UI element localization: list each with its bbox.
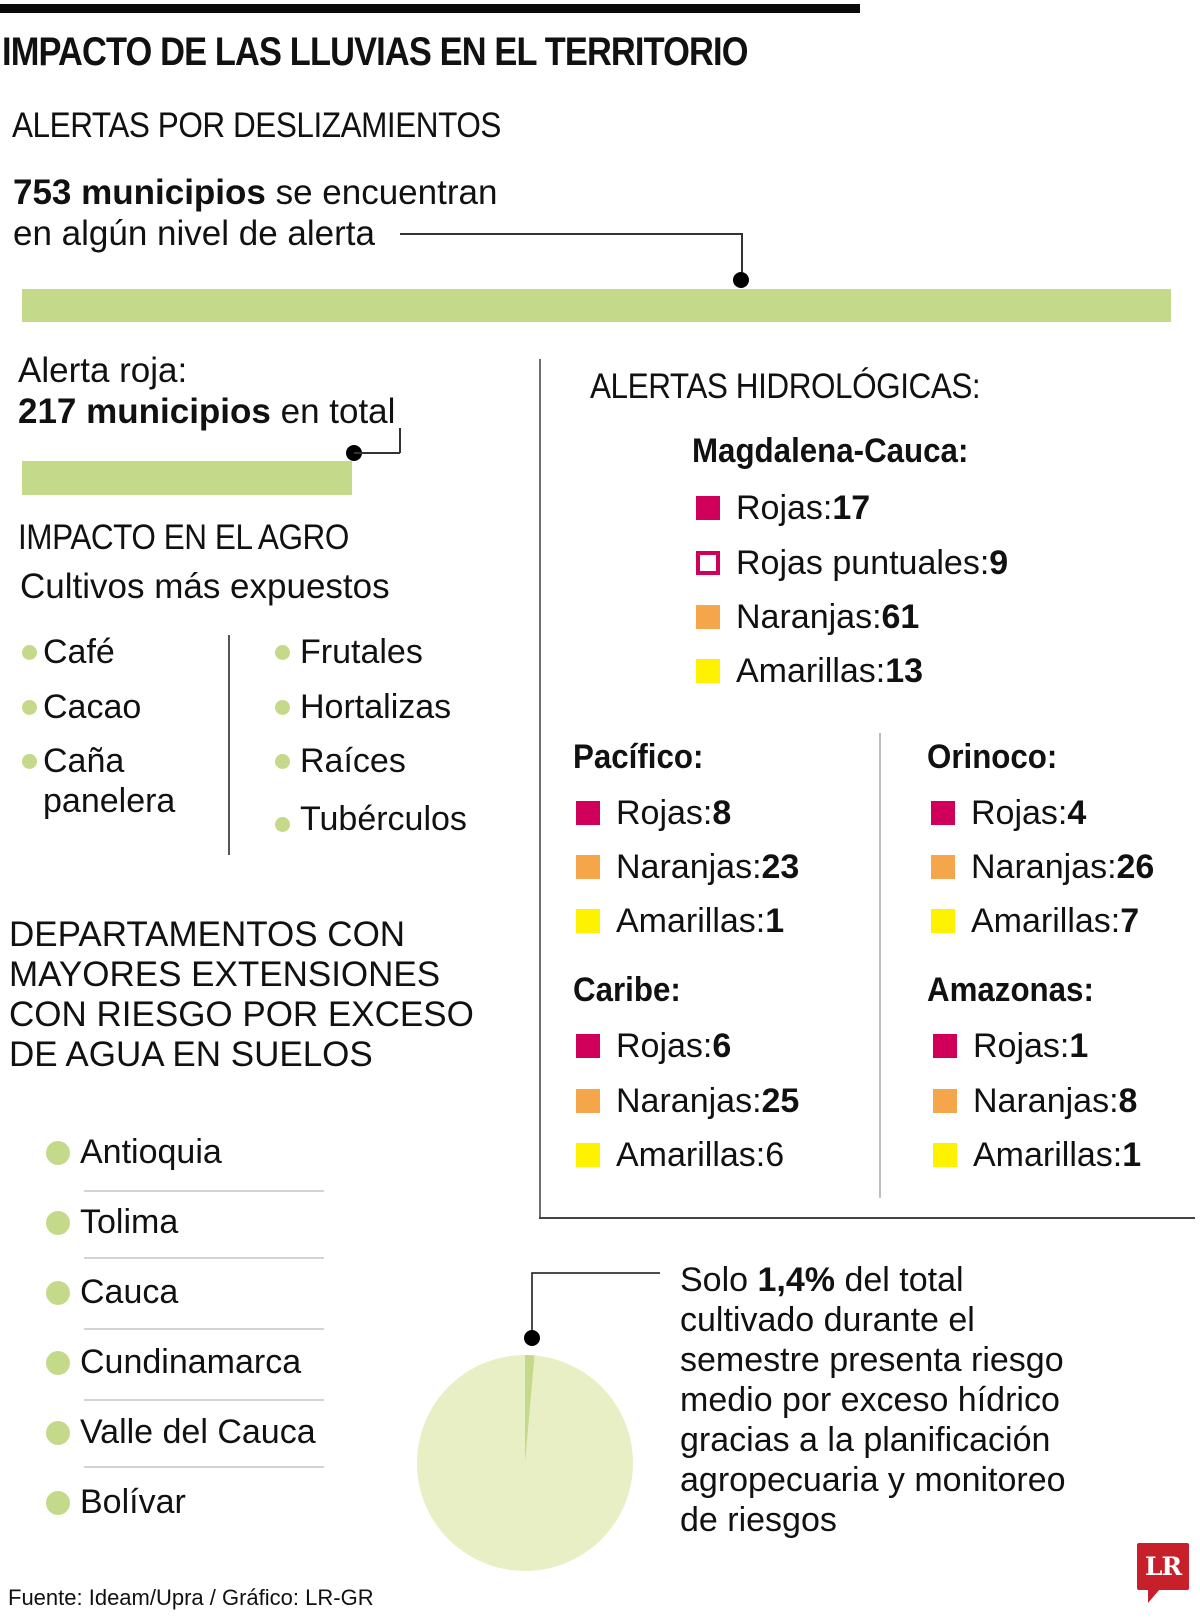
crop-item: Hortalizas bbox=[275, 688, 451, 727]
hydro-box-left-border bbox=[539, 359, 541, 1219]
logo-speech-tail-icon bbox=[1148, 1589, 1160, 1603]
callout-line bbox=[354, 452, 400, 454]
alert-row-rojas: Rojas: 8 bbox=[576, 793, 731, 833]
department-item: Antioquia bbox=[46, 1133, 222, 1172]
yellow-square-icon bbox=[931, 909, 955, 933]
agro-subheading: Cultivos más expuestos bbox=[20, 567, 390, 606]
bullet-icon bbox=[22, 700, 37, 715]
alert-row-amarillas: Amarillas: 1 bbox=[576, 901, 784, 941]
orange-square-icon bbox=[696, 605, 720, 629]
bullet-icon bbox=[275, 700, 290, 715]
alert-row-rojas: Rojas: 6 bbox=[576, 1026, 731, 1066]
region-title-orinoco: Orinoco: bbox=[927, 738, 1058, 776]
alert-row-amarillas: Amarillas: 13 bbox=[696, 651, 923, 691]
landslides-total-line2: en algún nivel de alerta bbox=[13, 214, 375, 253]
department-item: Cauca bbox=[46, 1273, 178, 1312]
landslides-total-value: 753 municipios bbox=[13, 173, 266, 212]
alert-row-amarillas: Amarillas: 6 bbox=[576, 1135, 784, 1175]
lr-logo: LR bbox=[1137, 1543, 1189, 1590]
separator bbox=[84, 1466, 324, 1468]
total-alert-bar bbox=[22, 289, 1171, 322]
alert-row-naranjas: Naranjas: 26 bbox=[931, 847, 1154, 887]
callout-line bbox=[741, 233, 743, 278]
callout-line bbox=[399, 428, 401, 453]
alert-row-naranjas: Naranjas: 8 bbox=[933, 1081, 1137, 1121]
separator bbox=[84, 1328, 324, 1330]
orange-square-icon bbox=[933, 1089, 957, 1113]
red-alert-text: Alerta roja: 217 municipios en total bbox=[18, 351, 396, 431]
region-title-pacifico: Pacífico: bbox=[573, 738, 704, 776]
callout-line bbox=[400, 233, 742, 235]
alert-row-amarillas: Amarillas: 1 bbox=[933, 1135, 1141, 1175]
landslides-heading: ALERTAS POR DESLIZAMIENTOS bbox=[12, 106, 501, 145]
crop-item: Caña bbox=[22, 742, 124, 781]
orange-square-icon bbox=[576, 855, 600, 879]
red-square-icon bbox=[931, 801, 955, 825]
top-rule bbox=[0, 4, 860, 13]
alert-row-rojas: Rojas: 4 bbox=[931, 793, 1086, 833]
department-item: Valle del Cauca bbox=[46, 1413, 316, 1452]
red-square-icon bbox=[933, 1034, 957, 1058]
crop-item: Café bbox=[22, 633, 115, 672]
source-footer: Fuente: Ideam/Upra / Gráfico: LR-GR bbox=[8, 1585, 374, 1610]
hydro-column-divider bbox=[879, 733, 881, 1198]
bullet-icon bbox=[22, 754, 37, 769]
bullet-icon bbox=[46, 1210, 70, 1235]
agro-heading: IMPACTO EN EL AGRO bbox=[18, 518, 349, 557]
alert-row-amarillas: Amarillas: 7 bbox=[931, 901, 1139, 941]
orange-square-icon bbox=[576, 1089, 600, 1113]
bullet-icon bbox=[46, 1350, 70, 1375]
yellow-square-icon bbox=[696, 659, 720, 683]
department-item: Bolívar bbox=[46, 1483, 186, 1522]
department-item: Cundinamarca bbox=[46, 1343, 301, 1382]
departments-heading: DEPARTAMENTOS CON MAYORES EXTENSIONES CO… bbox=[9, 915, 474, 1074]
orange-square-icon bbox=[931, 855, 955, 879]
alert-row-naranjas: Naranjas: 61 bbox=[696, 597, 919, 637]
bullet-icon bbox=[275, 645, 290, 660]
region-title-amazonas: Amazonas: bbox=[927, 971, 1094, 1009]
red-square-icon bbox=[576, 1034, 600, 1058]
crop-risk-pie-chart bbox=[417, 1272, 660, 1571]
hydro-box-bottom-border bbox=[539, 1217, 1195, 1219]
bullet-icon bbox=[275, 754, 290, 769]
region-title-caribe: Caribe: bbox=[573, 971, 681, 1009]
bullet-icon bbox=[46, 1280, 70, 1305]
crops-divider bbox=[228, 635, 230, 855]
bullet-icon bbox=[46, 1490, 70, 1515]
page-title: IMPACTO DE LAS LLUVIAS EN EL TERRITORIO bbox=[2, 30, 748, 74]
red-alert-value: 217 municipios bbox=[18, 392, 271, 431]
red-square-icon bbox=[696, 496, 720, 520]
alert-row-naranjas: Naranjas: 23 bbox=[576, 847, 799, 887]
alert-row-naranjas: Naranjas: 25 bbox=[576, 1081, 799, 1121]
separator bbox=[84, 1257, 324, 1259]
crop-risk-percent: 1,4% bbox=[757, 1261, 836, 1299]
bullet-icon bbox=[46, 1140, 70, 1165]
alert-row-rojas-puntuales: Rojas puntuales: 9 bbox=[696, 543, 1008, 583]
red-square-icon bbox=[576, 801, 600, 825]
crop-item: Tubérculos bbox=[275, 800, 467, 839]
callout-dot bbox=[733, 272, 749, 288]
alert-row-rojas: Rojas: 17 bbox=[696, 488, 870, 528]
landslides-total-text: 753 municipios se encuentran en algún ni… bbox=[13, 173, 498, 253]
crop-item: Cacao bbox=[22, 688, 141, 727]
region-title-magdalena: Magdalena-Cauca: bbox=[692, 432, 969, 470]
bullet-icon bbox=[22, 645, 37, 660]
crop-risk-note: Solo 1,4% del total cultivado durante el… bbox=[680, 1261, 1066, 1539]
bullet-icon bbox=[275, 817, 290, 832]
separator bbox=[84, 1190, 324, 1192]
yellow-square-icon bbox=[576, 909, 600, 933]
red-alert-label: Alerta roja: bbox=[18, 351, 188, 390]
red-alert-bar bbox=[22, 461, 352, 495]
crop-item: Raíces bbox=[275, 742, 406, 781]
hydro-heading: ALERTAS HIDROLÓGICAS: bbox=[590, 367, 981, 406]
red-outline-square-icon bbox=[696, 551, 720, 575]
bullet-icon bbox=[46, 1420, 70, 1445]
crop-item-continued: panelera bbox=[43, 782, 176, 820]
department-item: Tolima bbox=[46, 1203, 178, 1242]
crop-item: Frutales bbox=[275, 633, 423, 672]
yellow-square-icon bbox=[576, 1143, 600, 1167]
separator bbox=[84, 1399, 324, 1401]
alert-row-rojas: Rojas: 1 bbox=[933, 1026, 1088, 1066]
yellow-square-icon bbox=[933, 1143, 957, 1167]
